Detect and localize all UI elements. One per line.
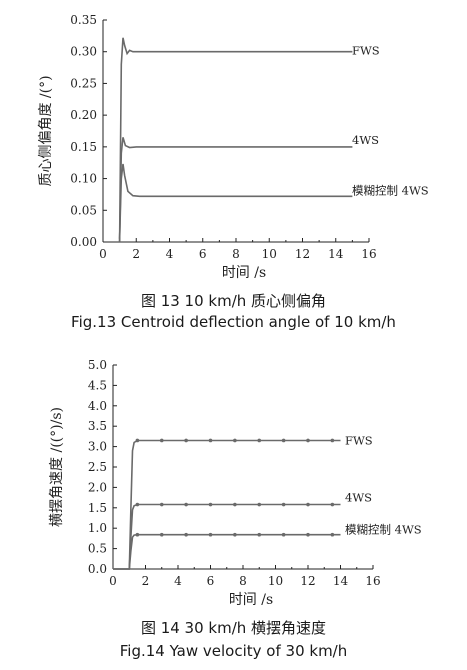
series-marker [159, 532, 164, 537]
series-marker [281, 532, 286, 537]
y-tick-label: 0.20 [70, 108, 97, 122]
series-label: FWS [352, 44, 380, 58]
series-line [118, 163, 353, 239]
y-tick-label: 5.0 [88, 358, 107, 372]
figure-14: 0 2 4 6 8 10 12 14 16 0.0 0.5 1.0 1.5 2.0 2.5 3.0 3.5 4.0… [0, 345, 467, 670]
series-marker [208, 502, 213, 507]
y-tick-label: 1.5 [88, 501, 107, 515]
series-marker [330, 502, 335, 507]
x-tick-label: 8 [232, 247, 240, 261]
series-label: FWS [345, 433, 373, 447]
figure-13-caption-cn: 图 13 10 km/h 质心侧偏角 [140, 292, 327, 310]
series-line [113, 533, 341, 570]
y-tick-label: 0.15 [70, 140, 97, 154]
series-marker [281, 502, 286, 507]
y-tick-label: 0.10 [70, 172, 97, 186]
series-marker [135, 438, 140, 443]
x-tick-label: 12 [300, 574, 315, 588]
y-axis-title: 横摆角速度 /((°)/s) [49, 407, 65, 527]
series-marker [159, 438, 164, 443]
y-tick-label: 0.0 [88, 562, 107, 576]
series-marker [257, 438, 262, 443]
x-tick-label: 14 [333, 574, 349, 588]
x-tick-label: 0 [109, 574, 117, 588]
figure-13-caption-en: Fig.13 Centroid deflection angle of 10 k… [71, 313, 396, 331]
series-marker [257, 532, 262, 537]
series-marker [306, 532, 310, 537]
series-marker [330, 438, 335, 443]
x-tick-label: 6 [207, 574, 215, 588]
x-axis-title: 时间 /s [229, 592, 273, 608]
x-tick-label: 12 [295, 247, 310, 261]
series-marker [306, 438, 310, 443]
y-tick-label: 3.0 [88, 440, 107, 454]
series-marker [257, 502, 262, 507]
y-tick-label: 0.5 [88, 542, 107, 556]
y-axis-title: 质心侧偏角度 /(°) [38, 75, 54, 186]
series-line [118, 37, 353, 243]
figure-13: 0 2 4 6 8 10 12 14 16 0.00 0.05 0.10 0.15 0.20 0.25 0.3… [38, 13, 429, 331]
x-tick-label: 2 [132, 247, 140, 261]
y-tick-label: 2.0 [88, 480, 107, 494]
x-tick-label: 14 [328, 247, 344, 261]
y-tick-label: 0.25 [70, 76, 97, 90]
series-marker [306, 502, 310, 507]
series-marker [184, 532, 188, 537]
series-label: 模糊控制 4WS [345, 523, 422, 537]
series-marker [184, 438, 188, 443]
chart-centroid-deflection: 0 2 4 6 8 10 12 14 16 0.00 0.05 0.10 0.15 0.20 0.25 0.3… [38, 13, 429, 281]
figure-14-caption-en: Fig.14 Yaw velocity of 30 km/h [119, 642, 348, 660]
chart-yaw-velocity: 0 2 4 6 8 10 12 14 16 0.0 0.5 1.0 1.5 2.0 2.5 3.0 3.5 4.0… [49, 358, 422, 608]
series-marker [233, 502, 237, 507]
y-tick-label: 0.00 [70, 235, 97, 249]
x-tick-label: 8 [239, 574, 247, 588]
y-tick-label: 1.0 [88, 521, 107, 535]
x-tick-label: 0 [99, 247, 107, 261]
y-tick-label: 2.5 [88, 460, 107, 474]
series-marker [208, 438, 213, 443]
series-marker [135, 532, 140, 537]
x-tick-label: 10 [268, 574, 283, 588]
series-marker [281, 438, 286, 443]
series-line [113, 503, 341, 570]
figure-14-caption-cn: 图 14 30 km/h 横摆角速度 [140, 619, 327, 637]
series-line [118, 137, 353, 243]
series-marker [208, 532, 213, 537]
y-tick-label: 4.5 [88, 378, 107, 392]
y-tick-label: 4.0 [88, 399, 107, 413]
x-tick-label: 4 [174, 574, 182, 588]
y-tick-label: 0.35 [70, 13, 97, 27]
x-tick-label: 10 [262, 247, 277, 261]
x-tick-label: 16 [361, 247, 376, 261]
series-label: 4WS [345, 491, 372, 505]
y-tick-label: 3.5 [88, 419, 107, 433]
x-tick-label: 6 [199, 247, 207, 261]
series-marker [135, 502, 140, 507]
x-axis-title: 时间 /s [222, 265, 266, 281]
x-tick-label: 16 [365, 574, 380, 588]
series-label: 4WS [352, 133, 379, 147]
x-tick-label: 2 [142, 574, 150, 588]
y-tick-label: 0.30 [70, 45, 97, 59]
series-marker [233, 532, 237, 537]
x-tick-label: 4 [166, 247, 174, 261]
series-marker [233, 438, 237, 443]
series-label: 模糊控制 4WS [352, 183, 429, 197]
y-tick-label: 0.05 [70, 203, 97, 217]
series-marker [184, 502, 188, 507]
series-marker [159, 502, 164, 507]
series-marker [330, 532, 335, 537]
